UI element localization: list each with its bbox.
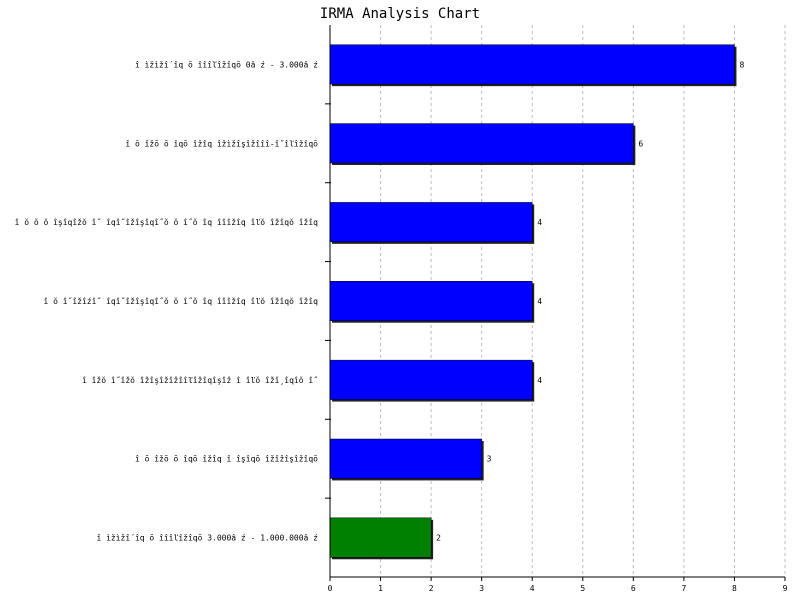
x-tick-label: 2: [429, 584, 434, 593]
bar: [329, 438, 482, 479]
category-label: î ŏ îžŏ ŏ îqŏ îžîq î îşîqŏ îžîžîşîžîqŏ: [135, 455, 318, 464]
x-tick-label: 0: [328, 584, 333, 593]
x-tick-label: 5: [580, 584, 585, 593]
x-tick-label: 1: [378, 584, 383, 593]
x-tick-label: 7: [681, 584, 686, 593]
bar: [329, 359, 533, 400]
category-label: î ìžìžî´îq ŏ îîîľîžîqŏ 3.000â ź - 1.000.…: [96, 533, 318, 543]
x-tick-label: 8: [732, 584, 737, 593]
bars: [329, 44, 737, 560]
chart-title: IRMA Analysis Chart: [320, 6, 480, 22]
data-label: 4: [537, 218, 542, 227]
axes: 0 1 2 3 4 5 6 7 8 9: [325, 25, 788, 593]
data-label: 4: [537, 376, 542, 385]
category-label: î ŏ î˝îžîźî˝ îqî˝îžîşîqî˝ŏ ŏ î˝ŏ îq îîîž…: [43, 296, 318, 306]
category-label: î ìžìžî´îq ŏ îîîľîžîqŏ 0â ź - 3.000â ź: [135, 59, 318, 69]
x-tick-label: 4: [530, 584, 535, 593]
data-label: 6: [638, 139, 643, 148]
bar: [329, 123, 634, 164]
bar: [329, 202, 533, 243]
data-label: 3: [487, 455, 492, 464]
x-tick-label: 9: [783, 584, 788, 593]
x-tick-label: 3: [479, 584, 484, 593]
data-label: 2: [436, 534, 441, 543]
bar: [329, 281, 533, 321]
category-label: î ŏ îžŏ ŏ îqŏ îžîq îžìžîşîžîîî-î˝îľîžîqŏ: [125, 138, 318, 148]
x-tick-label: 6: [631, 584, 636, 593]
bar: [329, 517, 432, 558]
category-labels: 8 î ìžìžî´îq ŏ îîîľîžîqŏ 0â ź - 3.000â ź 6…: [15, 59, 745, 542]
data-label: 8: [739, 60, 744, 69]
category-label: î îžŏ î˝îžŏ îžîşîžîžîîľîžîqîşîž î îľŏ îž…: [82, 375, 318, 385]
category-label: î ŏ ŏ ŏ îşîqîžŏ î˝ îqî˝îžîşîqî˝ŏ ŏ î˝ŏ î…: [15, 217, 319, 227]
bar: [329, 44, 735, 85]
data-label: 4: [537, 297, 542, 306]
